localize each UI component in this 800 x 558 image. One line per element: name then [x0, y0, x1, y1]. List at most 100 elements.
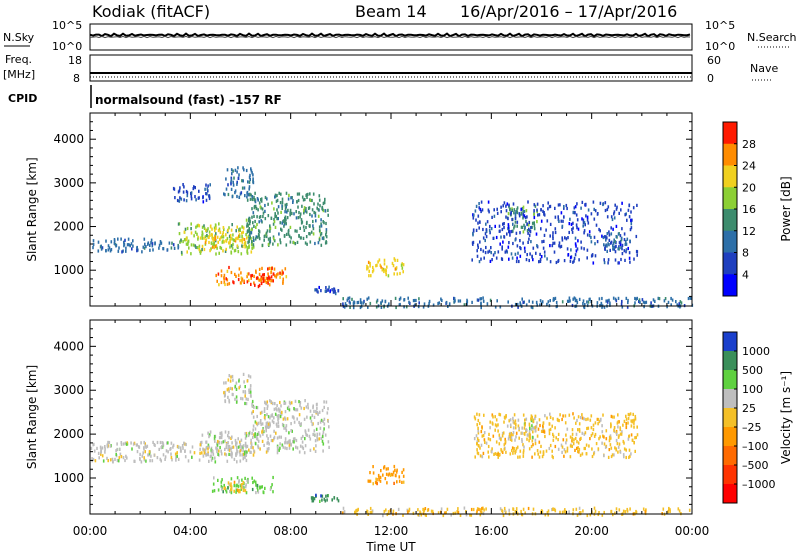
velocity-cell	[533, 426, 535, 430]
power-cell	[261, 266, 263, 270]
power-cell	[328, 285, 330, 289]
velocity-cell	[623, 441, 625, 445]
power-cell	[472, 233, 474, 237]
power-cell	[503, 235, 506, 239]
velocity-cell	[482, 506, 484, 510]
velocity-cell	[256, 414, 258, 419]
velocity-cell	[529, 436, 531, 440]
velocity-region	[211, 475, 274, 495]
velocity-cell	[272, 420, 275, 425]
power-cell	[549, 222, 552, 226]
velocity-cell	[277, 424, 280, 428]
power-cell	[546, 219, 549, 223]
velocity-cell	[144, 442, 146, 446]
velocity-cell	[308, 434, 311, 438]
power-cell	[237, 273, 240, 277]
power-cell	[625, 250, 627, 254]
power-cell	[615, 235, 618, 239]
noise-search-line	[89, 35, 691, 39]
velocity-cell	[563, 448, 566, 452]
power-cell	[281, 206, 283, 210]
power-cell	[225, 277, 227, 281]
power-cell	[240, 271, 242, 275]
velocity-cell	[394, 468, 396, 472]
velocity-cell	[594, 432, 597, 437]
power-cell	[231, 246, 234, 250]
power-cell	[221, 233, 224, 237]
velocity-cell	[238, 386, 240, 390]
velocity-cell	[259, 420, 262, 424]
velocity-cell	[227, 441, 229, 445]
power-cell	[118, 246, 120, 250]
power-cell	[489, 231, 491, 235]
velocity-cell	[476, 509, 478, 513]
power-cell	[261, 207, 264, 211]
velocity-cell	[139, 457, 141, 462]
velocity-cell	[512, 451, 514, 455]
power-cell	[504, 250, 507, 254]
power-cell	[177, 245, 180, 249]
power-cell	[516, 220, 519, 224]
power-cell	[287, 208, 289, 212]
power-cell	[305, 207, 307, 211]
velocity-cell	[126, 456, 128, 460]
power-cell	[301, 220, 304, 224]
velocity-cell	[313, 409, 315, 413]
velocity-cell	[224, 430, 227, 434]
velocity-cell	[615, 507, 618, 511]
velocity-cell	[125, 454, 127, 458]
velocity-cell	[211, 456, 214, 460]
power-cell	[671, 298, 674, 302]
velocity-region	[310, 493, 340, 503]
power-cell	[130, 242, 133, 246]
power-cell	[136, 246, 138, 250]
power-cell	[586, 218, 589, 222]
velocity-cell	[240, 396, 242, 401]
power-cell	[255, 269, 257, 273]
power-cell	[555, 300, 558, 305]
velocity-cell	[634, 436, 636, 440]
freq-unit: [MHz]	[3, 68, 35, 81]
velocity-cell	[481, 425, 483, 429]
power-cell	[190, 194, 193, 198]
velocity-cell	[470, 507, 473, 512]
velocity-cell	[210, 448, 212, 452]
velocity-cell	[291, 415, 294, 419]
power-cell	[413, 298, 416, 303]
power-cell	[532, 246, 535, 250]
velocity-cell	[239, 384, 241, 388]
velocity-cell	[575, 432, 578, 436]
power-cell	[160, 241, 162, 245]
power-cell	[522, 212, 524, 216]
velocity-cell	[288, 446, 291, 450]
velocity-cell	[300, 422, 302, 426]
power-cell	[541, 300, 544, 304]
power-cell	[312, 232, 315, 236]
power-cell	[387, 274, 390, 278]
power-cell	[525, 258, 528, 262]
velocity-cell	[633, 421, 635, 425]
colorbar-tick-label: 24	[742, 160, 756, 173]
power-cell	[485, 245, 487, 250]
velocity-cell	[269, 422, 271, 426]
power-cell	[418, 297, 420, 301]
power-cell	[527, 200, 529, 204]
velocity-cell	[489, 438, 492, 442]
power-cell	[554, 215, 557, 219]
velocity-cell	[528, 430, 531, 434]
velocity-cell	[287, 440, 289, 444]
velocity-cell	[106, 443, 109, 447]
velocity-cell	[313, 497, 316, 501]
power-cell	[377, 260, 379, 264]
power-cell	[249, 219, 251, 224]
power-cell	[606, 236, 608, 240]
power-cell	[121, 250, 123, 254]
power-cell	[193, 185, 195, 189]
power-cell	[349, 301, 351, 305]
power-cell	[250, 231, 253, 235]
power-cell	[585, 202, 587, 206]
power-cell	[230, 168, 233, 172]
velocity-cell	[229, 386, 232, 390]
power-cell	[523, 223, 525, 227]
velocity-cell	[109, 458, 112, 462]
